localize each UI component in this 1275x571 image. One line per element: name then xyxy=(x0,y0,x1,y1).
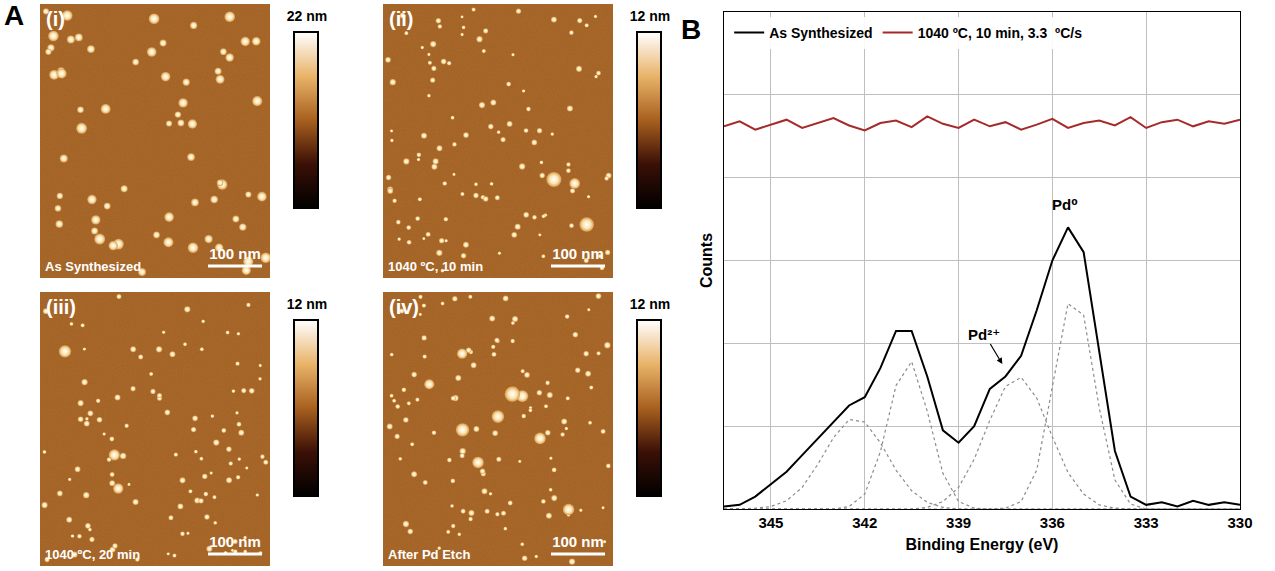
svg-text:336: 336 xyxy=(1040,514,1065,531)
svg-text:1040 ºC, 10 min: 1040 ºC, 10 min xyxy=(388,259,483,274)
svg-text:(iii): (iii) xyxy=(46,296,76,318)
svg-text:Pd⁰: Pd⁰ xyxy=(1052,196,1078,213)
svg-text:342: 342 xyxy=(852,514,877,531)
svg-text:As Synthesized: As Synthesized xyxy=(45,259,141,274)
svg-text:(iv): (iv) xyxy=(389,296,419,318)
html-text:22 nm: 22 nm xyxy=(286,8,328,24)
svg-text:B: B xyxy=(682,14,701,45)
svg-text:Pd²⁺: Pd²⁺ xyxy=(968,326,1000,343)
svg-text:330: 330 xyxy=(1227,514,1252,531)
html-text:12 nm: 12 nm xyxy=(629,8,671,24)
svg-text:(i): (i) xyxy=(46,8,65,30)
html-text:A: A xyxy=(4,0,25,31)
svg-text:1040 ºC, 20 min: 1040 ºC, 20 min xyxy=(45,547,140,562)
svg-text:345: 345 xyxy=(758,514,783,531)
svg-text:333: 333 xyxy=(1134,514,1159,531)
svg-text:100 nm: 100 nm xyxy=(209,245,261,262)
svg-text:(ii): (ii) xyxy=(389,8,413,30)
svg-text:100 nm: 100 nm xyxy=(552,533,604,550)
html-text:12 nm: 12 nm xyxy=(286,296,328,312)
html-text:12 nm: 12 nm xyxy=(629,296,671,312)
svg-text:100 nm: 100 nm xyxy=(209,533,261,550)
svg-text:Counts: Counts xyxy=(698,233,715,288)
svg-text:As Synthesized: As Synthesized xyxy=(769,25,872,41)
svg-text:Binding Energy (eV): Binding Energy (eV) xyxy=(906,536,1059,553)
svg-text:339: 339 xyxy=(946,514,971,531)
svg-text:1040 ºC, 10 min, 3.3 ºC/s: 1040 ºC, 10 min, 3.3 ºC/s xyxy=(918,25,1083,41)
svg-text:After Pd Etch: After Pd Etch xyxy=(388,547,470,562)
svg-text:100 nm: 100 nm xyxy=(552,245,604,262)
